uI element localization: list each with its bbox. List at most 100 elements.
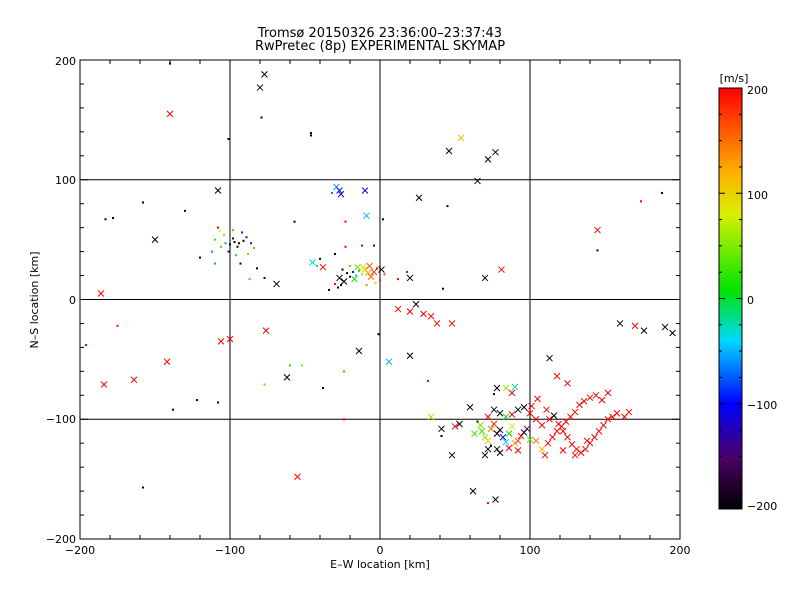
data-point [427,413,435,421]
data-point-dot [361,244,363,247]
data-point-stroke [559,447,567,454]
data-point-stroke [538,421,546,429]
chart-subtitle: RwPretec (8p) EXPERIMENTAL SKYMAP [255,39,505,54]
data-point-stroke [613,409,621,417]
data-point [508,423,516,430]
data-point [211,250,213,253]
data-point [487,502,489,505]
data-point [625,408,633,416]
data-point-stroke [573,445,580,453]
data-point [469,487,477,495]
data-point-dot [263,276,266,279]
data-point-stroke [604,415,612,423]
data-point-dot [229,243,231,246]
data-point-stroke [163,358,171,366]
x-tick-label: 200 [670,544,691,557]
data-point [442,287,444,290]
colorbar-tick-label: 200 [747,84,768,97]
data-point-dot [340,284,342,287]
data-point [415,194,423,202]
data-point-stroke [534,395,541,403]
data-point-stroke [394,305,402,313]
data-point [577,449,585,457]
data-point [233,241,236,244]
data-point-stroke [532,437,540,445]
data-point [520,403,528,411]
data-point [130,376,138,384]
data-point-dot [214,238,216,241]
data-point [474,177,481,185]
data-point-dot [376,267,378,270]
data-point [360,263,367,271]
data-point [604,389,612,397]
data-point-stroke [217,338,225,345]
data-point [496,426,504,434]
colorbar-tick-label: −100 [747,399,777,412]
data-point [262,327,270,334]
data-point [283,373,291,381]
data-point-stroke [591,433,598,441]
data-point [355,347,363,355]
data-point-dot [346,272,348,275]
data-point-stroke [609,413,616,421]
data-point [543,406,550,414]
data-point [245,236,248,239]
data-point [445,147,453,155]
data-point-stroke [355,347,363,355]
data-point [492,148,499,156]
data-point-stroke [283,373,291,381]
data-point [397,278,399,281]
data-point-stroke [351,275,358,283]
data-point-stroke [261,71,268,78]
data-point [490,406,498,414]
y-tick-label: −200 [46,533,76,546]
data-point [496,409,504,417]
data-point-dot [223,233,225,236]
data-point [334,282,336,285]
data-point [366,262,373,270]
data-point [541,451,549,459]
data-point-stroke [625,408,633,416]
data-point-dot [247,252,249,255]
data-point [406,270,408,273]
data-point [310,132,312,135]
data-point-stroke [546,354,553,362]
data-point-stroke [100,381,108,388]
data-point-stroke [309,259,316,266]
data-point [549,433,556,441]
x-tick-label: 0 [377,544,384,557]
data-point [263,276,266,279]
data-point-dot [250,242,252,245]
data-point [604,415,612,423]
data-point-stroke [640,327,648,334]
data-point-stroke [478,427,486,435]
data-point-stroke [477,421,484,429]
data-point-stroke [412,300,420,308]
grid-lines [80,60,680,539]
data-point-dot [406,270,408,273]
data-point-dot [248,278,251,281]
data-point [508,411,516,418]
data-point [546,415,553,423]
data-point-stroke [546,415,553,423]
data-point-stroke [456,420,463,428]
data-point-dot [218,230,221,233]
data-point-stroke [582,445,589,453]
data-point-dot [289,364,291,367]
data-point [550,412,558,420]
data-point [502,384,510,392]
data-point-stroke [496,426,504,434]
data-point [142,201,144,204]
data-point [440,435,443,438]
data-point [354,263,361,271]
data-point [104,218,107,221]
data-point [598,396,606,404]
data-point [239,262,242,265]
data-point-stroke [564,379,571,387]
data-point-dot [349,275,351,278]
data-point [600,421,607,429]
data-point [289,364,291,367]
data-point-stroke [378,266,385,273]
data-point [586,394,594,402]
data-point-dot [169,62,171,65]
